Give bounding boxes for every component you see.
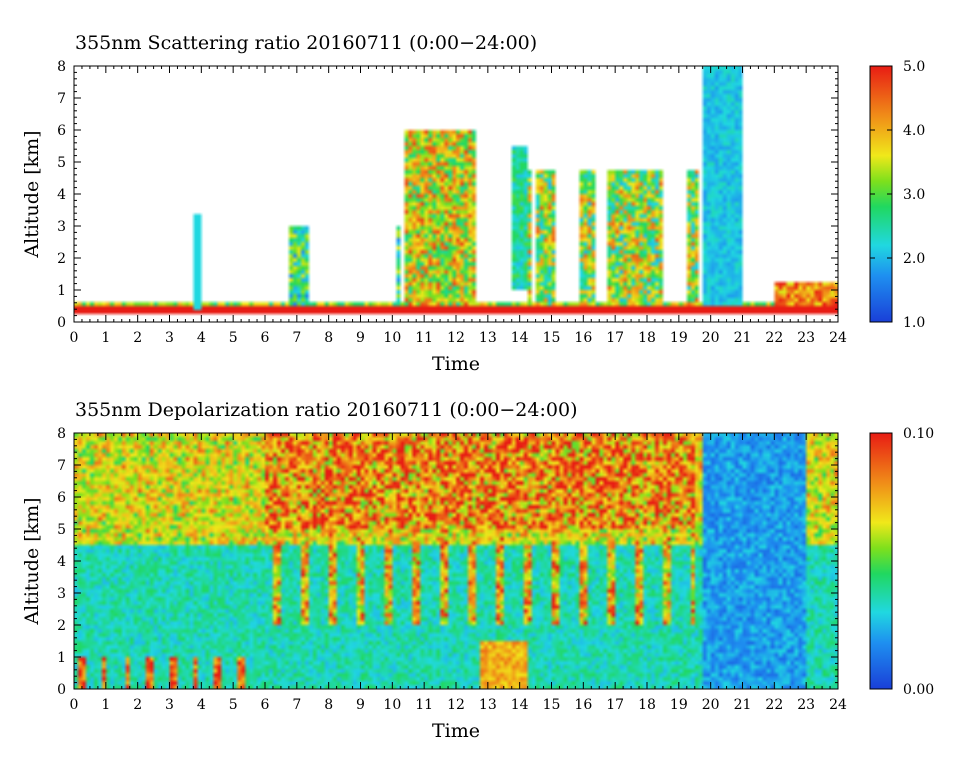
x-tick-label: 15 [543, 697, 561, 713]
x-tick-label: 18 [638, 697, 656, 713]
colorbar-labels: 1.0 2.0 3.0 4.0 5.0 [870, 59, 925, 331]
x-tick-label: 22 [765, 697, 783, 713]
scattering-ratio-panel: 355nm Scattering ratio 20160711 (0:00−24… [21, 32, 925, 375]
x-tick-label: 8 [324, 697, 333, 713]
x-tick-label: 24 [829, 330, 847, 346]
y-tick-label: 1 [57, 283, 66, 299]
x-tick-label: 7 [292, 330, 301, 346]
x-tick-label: 17 [606, 697, 624, 713]
x-tick-label: 13 [479, 330, 497, 346]
y-axis-label: Altitude [km] [21, 497, 43, 625]
x-tick-label: 16 [574, 697, 592, 713]
x-tick-label: 9 [356, 697, 365, 713]
x-tick-label: 23 [797, 697, 815, 713]
x-tick-label: 19 [670, 697, 688, 713]
x-tick-label: 6 [261, 697, 270, 713]
x-tick-label: 17 [606, 330, 624, 346]
x-tick-label: 0 [70, 330, 79, 346]
colorbar-label: 0.00 [903, 682, 934, 698]
panel-title: 355nm Depolarization ratio 20160711 (0:0… [75, 399, 577, 421]
x-tick-label: 10 [383, 330, 401, 346]
x-tick-label: 12 [447, 697, 465, 713]
x-tick-label: 14 [511, 330, 529, 346]
y-tick-label: 6 [57, 490, 66, 506]
x-tick-label: 0 [70, 697, 79, 713]
x-tick-label: 24 [829, 697, 847, 713]
x-tick-label: 21 [734, 697, 752, 713]
colorbar-label: 5.0 [903, 59, 925, 75]
y-tick-label: 8 [57, 426, 66, 442]
colorbar-label: 3.0 [903, 187, 925, 203]
y-tick-label: 4 [57, 187, 66, 203]
x-tick-label: 19 [670, 330, 688, 346]
y-tick-label: 2 [57, 618, 66, 634]
scattering-axes: 0 1 2 3 4 5 6 7 8 9 10 11 12 13 14 15 16 17 18 19 20 21 22 23 24… [57, 59, 847, 346]
y-tick-label: 7 [57, 91, 66, 107]
x-tick-label: 8 [324, 330, 333, 346]
y-tick-label: 6 [57, 123, 66, 139]
colorbar-label: 2.0 [903, 251, 925, 267]
x-tick-label: 4 [197, 330, 206, 346]
x-tick-label: 20 [702, 697, 720, 713]
x-tick-label: 9 [356, 330, 365, 346]
colorbar-labels: 0.00 0.10 [870, 426, 934, 698]
colorbar-label: 1.0 [903, 315, 925, 331]
x-tick-label: 12 [447, 330, 465, 346]
x-tick-label: 16 [574, 330, 592, 346]
x-tick-label: 11 [415, 697, 433, 713]
x-tick-label: 1 [101, 330, 110, 346]
y-tick-label: 5 [57, 522, 66, 538]
x-tick-label: 13 [479, 697, 497, 713]
x-axis-label: Time [432, 720, 480, 742]
y-tick-label: 0 [57, 682, 66, 698]
x-tick-label: 5 [229, 697, 238, 713]
x-tick-label: 7 [292, 697, 301, 713]
y-tick-label: 2 [57, 251, 66, 267]
depolarization-plot-area [74, 433, 838, 689]
x-tick-label: 10 [383, 697, 401, 713]
x-tick-label: 14 [511, 697, 529, 713]
x-tick-label: 3 [165, 697, 174, 713]
y-tick-label: 0 [57, 315, 66, 331]
y-tick-label: 1 [57, 650, 66, 666]
y-tick-label: 5 [57, 155, 66, 171]
colorbar-label: 0.10 [903, 426, 934, 442]
x-tick-label: 5 [229, 330, 238, 346]
depolarization-ratio-panel: 355nm Depolarization ratio 20160711 (0:0… [21, 399, 934, 742]
y-tick-label: 8 [57, 59, 66, 75]
heatmap-raster [74, 433, 838, 689]
y-tick-label: 7 [57, 458, 66, 474]
x-tick-label: 11 [415, 330, 433, 346]
x-tick-label: 22 [765, 330, 783, 346]
x-tick-label: 20 [702, 330, 720, 346]
x-axis-label: Time [432, 353, 480, 375]
y-tick-label: 4 [57, 554, 66, 570]
scattering-plot-area [74, 66, 838, 322]
y-axis-label: Altitude [km] [21, 130, 43, 258]
x-tick-label: 4 [197, 697, 206, 713]
x-tick-label: 3 [165, 330, 174, 346]
x-tick-label: 1 [101, 697, 110, 713]
y-tick-label: 3 [57, 219, 66, 235]
x-tick-label: 6 [261, 330, 270, 346]
x-tick-label: 23 [797, 330, 815, 346]
heatmap-raster [74, 66, 838, 322]
x-tick-label: 18 [638, 330, 656, 346]
colorbar [869, 432, 893, 690]
y-tick-label: 3 [57, 586, 66, 602]
x-tick-label: 2 [133, 697, 142, 713]
colorbar-label: 4.0 [903, 123, 925, 139]
x-tick-label: 15 [543, 330, 561, 346]
panel-title: 355nm Scattering ratio 20160711 (0:00−24… [75, 32, 537, 54]
x-tick-label: 21 [734, 330, 752, 346]
depolarization-axes: 0 1 2 3 4 5 6 7 8 9 10 11 12 13 14 15 16 17 18 19 20 21 22 23 24… [57, 426, 847, 713]
x-tick-label: 2 [133, 330, 142, 346]
